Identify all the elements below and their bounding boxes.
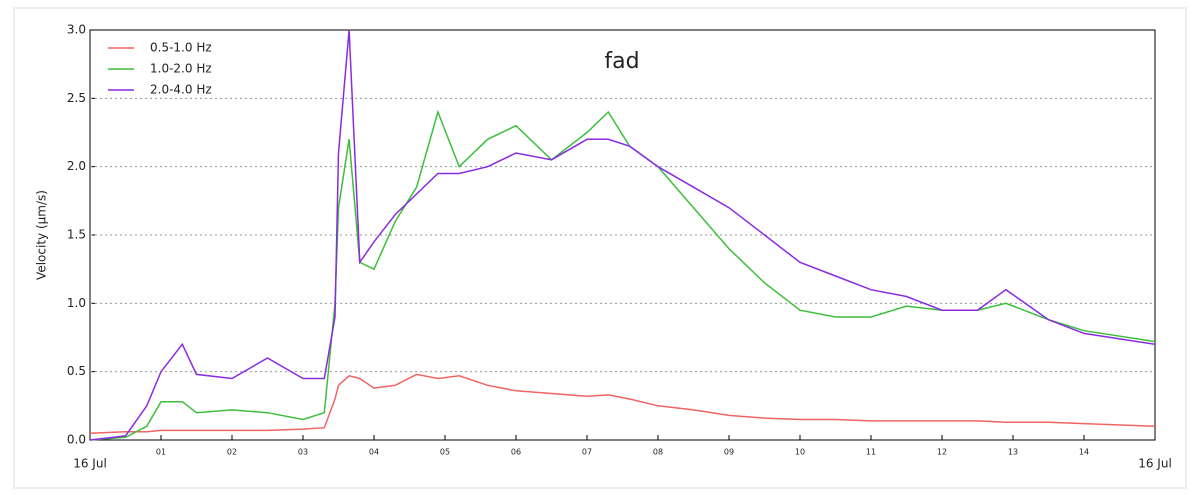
x-tick-label: 01 — [156, 448, 166, 457]
y-axis-label: Velocity (μm/s) — [35, 190, 49, 280]
x-tick-label: 09 — [724, 448, 734, 457]
x-tick-label: 11 — [866, 448, 876, 457]
x-tick-label: 08 — [653, 448, 663, 457]
legend-label: 1.0-2.0 Hz — [150, 62, 212, 76]
x-tick-label: 06 — [511, 448, 521, 457]
x-tick-label: 05 — [440, 448, 450, 457]
legend-label: 2.0-4.0 Hz — [150, 83, 212, 97]
x-tick-label: 10 — [795, 448, 805, 457]
x-tick-label: 04 — [369, 448, 379, 457]
legend-label: 0.5-1.0 Hz — [150, 41, 212, 55]
y-tick-label: 1.5 — [67, 228, 86, 242]
x-tick-label: 02 — [227, 448, 237, 457]
series-line — [89, 109, 1156, 441]
x-tick-label: 16 Jul — [1138, 457, 1172, 471]
y-tick-label: 2.0 — [67, 159, 86, 173]
x-tick-label: 13 — [1008, 448, 1018, 457]
x-tick-label: 03 — [298, 448, 308, 457]
x-tick-label: 07 — [582, 448, 592, 457]
y-tick-label: 2.5 — [67, 91, 86, 105]
x-tick-label: 12 — [937, 448, 947, 457]
series-line — [89, 29, 1156, 441]
plot-area — [89, 29, 1156, 441]
series-line — [89, 373, 1156, 434]
y-tick-label: 0.5 — [67, 364, 86, 378]
x-tick-label: 14 — [1079, 448, 1089, 457]
y-tick-label: 1.0 — [67, 296, 86, 310]
y-tick-label: 3.0 — [67, 23, 86, 37]
chart-title: fad — [604, 49, 639, 74]
y-tick-label: 0.0 — [67, 433, 86, 447]
x-tick-label: 16 Jul — [73, 457, 107, 471]
